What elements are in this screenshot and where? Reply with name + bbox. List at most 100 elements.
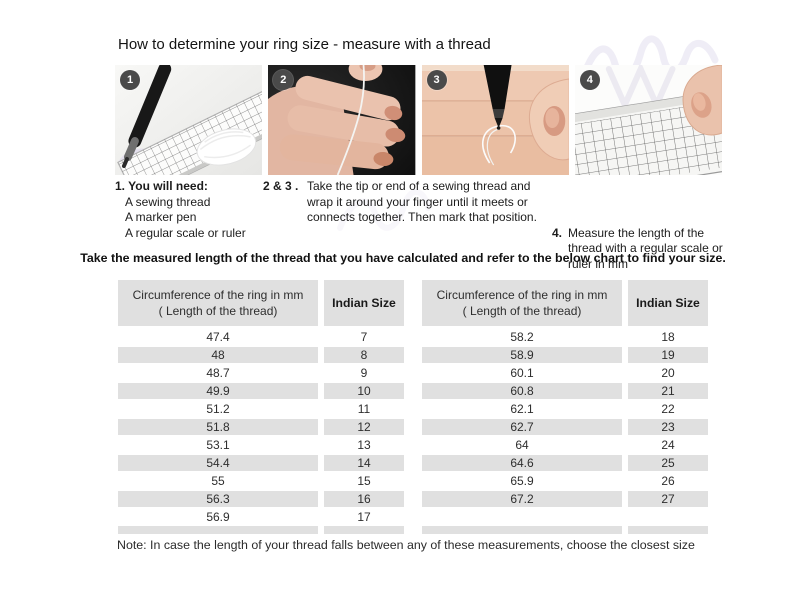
- step-1-heading: 1. You will need:: [115, 179, 208, 193]
- indian-size-value: 7: [360, 330, 368, 344]
- step-4-photo: 4: [574, 65, 722, 175]
- circumference-value: 51.2: [206, 402, 230, 416]
- indian-size-value: 18: [661, 330, 675, 344]
- step-4-instructions: 4. Measure the length of the thread with…: [552, 226, 732, 273]
- column-header-indian-size: Indian Size: [628, 280, 708, 326]
- step-photos: 1: [115, 65, 722, 175]
- circumference-value: 55: [211, 474, 225, 488]
- indian-size-value: 22: [661, 402, 675, 416]
- step-number-badge: 4: [579, 70, 600, 90]
- table-row: 58.9 19: [422, 346, 708, 364]
- supplies-list: A sewing thread A marker pen A regular sca…: [115, 195, 265, 242]
- circumference-value: 62.1: [510, 402, 534, 416]
- supplies-list-item: A marker pen: [125, 210, 197, 224]
- table-row: 60.1 20: [422, 364, 708, 382]
- table-row: 55 15: [118, 472, 404, 490]
- circumference-value: 48.7: [206, 366, 230, 380]
- table-row: 58.2 18: [422, 328, 708, 346]
- circumference-header-line2: ( Length of the thread): [462, 304, 582, 318]
- table-row: 56.3 16: [118, 490, 404, 508]
- indian-size-value: 20: [661, 366, 675, 380]
- step-number-badge: 2: [273, 70, 294, 90]
- table-row: 48.7 9: [118, 364, 404, 382]
- indian-size-value: 25: [628, 454, 708, 472]
- circumference-value: 64: [515, 438, 529, 452]
- supplies-list-item: A sewing thread: [125, 194, 211, 209]
- circumference-value: 56.3: [118, 490, 318, 508]
- table-body: 47.4 7 48 8 48.7 9 49.9 10: [118, 328, 404, 526]
- table-row: 60.8 21: [422, 382, 708, 400]
- circumference-value: 65.9: [510, 474, 534, 488]
- brand-watermark-icon: [337, 189, 431, 231]
- indian-size-value: 13: [357, 438, 371, 452]
- circumference-header-line1: Circumference of the ring in mm: [132, 288, 304, 302]
- indian-size-value: 19: [628, 346, 708, 364]
- circumference-value: 62.7: [422, 418, 622, 436]
- indian-size-value: 23: [628, 418, 708, 436]
- table-row: 64 24: [422, 436, 708, 454]
- column-header-circumference: Circumference of the ring in mm ( Length…: [118, 280, 318, 326]
- indian-size-value: 9: [360, 366, 368, 380]
- chart-intro-line: Take the measured length of the thread t…: [80, 251, 726, 265]
- step-2-3-instructions: 2 & 3 . Take the tip or end of a sewing …: [263, 179, 555, 226]
- circumference-value: 64.6: [422, 454, 622, 472]
- circumference-value: 60.8: [422, 382, 622, 400]
- page-title: How to determine your ring size - measur…: [118, 36, 491, 53]
- indian-size-value: 16: [324, 490, 404, 508]
- table-row: 64.6 25: [422, 454, 708, 472]
- indian-size-value: 15: [357, 474, 371, 488]
- indian-size-value: 14: [324, 454, 404, 472]
- table-row: 65.9 26: [422, 472, 708, 490]
- mark-thread-photo-image: [421, 65, 569, 175]
- table-row: 67.2 27: [422, 490, 708, 508]
- step-3-photo: 3: [421, 65, 569, 175]
- step-2-photo: 2: [268, 65, 416, 175]
- step-number-badge: 3: [426, 70, 447, 90]
- circumference-value: 60.1: [510, 366, 534, 380]
- table-header: Circumference of the ring in mm ( Length…: [422, 280, 708, 326]
- indian-size-value: 24: [661, 438, 675, 452]
- circumference-value: 54.4: [118, 454, 318, 472]
- table-header: Circumference of the ring in mm ( Length…: [118, 280, 404, 326]
- indian-size-value: 27: [628, 490, 708, 508]
- indian-size-value: 26: [661, 474, 675, 488]
- circumference-value: 47.4: [206, 330, 230, 344]
- table-row: 53.1 13: [118, 436, 404, 454]
- ring-size-table-left: Circumference of the ring in mm ( Length…: [118, 280, 404, 534]
- step-2-3-label: 2 & 3 .: [263, 179, 299, 193]
- circumference-header-line1: Circumference of the ring in mm: [436, 288, 608, 302]
- wrap-thread-photo-image: [268, 65, 416, 175]
- step-2-3-text: Take the tip or end of a sewing thread a…: [307, 179, 537, 224]
- circumference-value: 51.8: [118, 418, 318, 436]
- indian-size-value: 10: [324, 382, 404, 400]
- table-cropped-row: [422, 526, 708, 534]
- table-row: 51.8 12: [118, 418, 404, 436]
- supplies-photo-image: [115, 65, 263, 175]
- ring-size-table-right: Circumference of the ring in mm ( Length…: [422, 280, 708, 534]
- circumference-value: 58.2: [510, 330, 534, 344]
- indian-size-value: 8: [324, 346, 404, 364]
- step-number-badge: 1: [120, 70, 140, 90]
- indian-size-value: 12: [324, 418, 404, 436]
- circumference-value: 67.2: [422, 490, 622, 508]
- table-row: 47.4 7: [118, 328, 404, 346]
- circumference-header-line2: ( Length of the thread): [158, 304, 278, 318]
- table-row: 56.9 17: [118, 508, 404, 526]
- table-row: 62.1 22: [422, 400, 708, 418]
- chart-note: Note: In case the length of your thread …: [117, 538, 695, 552]
- column-header-circumference: Circumference of the ring in mm ( Length…: [422, 280, 622, 326]
- step-4-label: 4.: [552, 225, 563, 240]
- indian-size-value: 17: [357, 510, 371, 524]
- supplies-list-item: A regular scale or ruler: [125, 225, 246, 240]
- indian-size-value: 11: [357, 402, 371, 416]
- indian-size-value: 21: [628, 382, 708, 400]
- step-1-photo: 1: [115, 65, 263, 175]
- brand-watermark-icon: [579, 35, 719, 82]
- table-cropped-row: [118, 526, 404, 534]
- table-row: 54.4 14: [118, 454, 404, 472]
- circumference-value: 58.9: [422, 346, 622, 364]
- circumference-value: 53.1: [206, 438, 230, 452]
- table-row: 49.9 10: [118, 382, 404, 400]
- circumference-value: 49.9: [118, 382, 318, 400]
